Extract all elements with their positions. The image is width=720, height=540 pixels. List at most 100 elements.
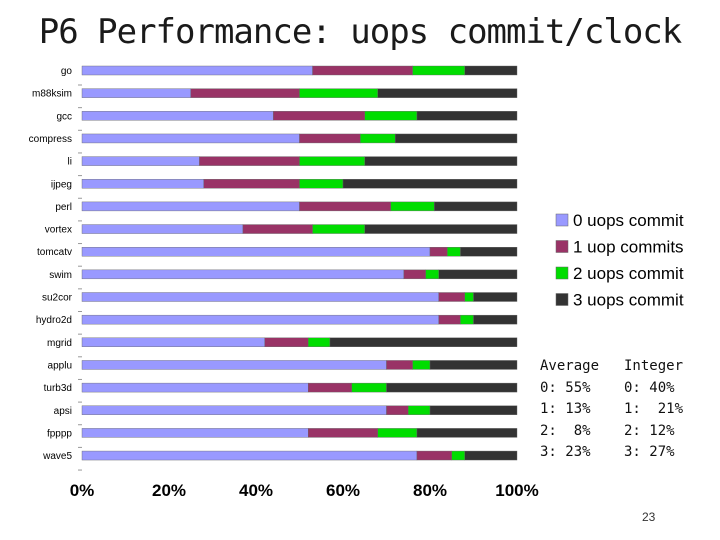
- slide-title: P6 Performance: uops commit/clock: [38, 12, 683, 52]
- bar-segment-apsi-s1: [386, 405, 409, 415]
- bar-segments: [81, 65, 518, 461]
- bar-segment-fpppp-s1: [308, 428, 379, 438]
- bar-segment-applu-s3: [429, 360, 518, 370]
- x-tick-label: 100%: [495, 481, 538, 500]
- bar-segment-gcc-s1: [273, 111, 365, 121]
- bar-segment-apsi-s2: [408, 405, 431, 415]
- integer-line-2: 2: 12%: [624, 422, 675, 439]
- legend-swatch-0: [555, 213, 569, 227]
- bar-segment-hydro2d-s0: [81, 314, 439, 325]
- category-labels: go m88ksim gcc compress li ijpeg perl vortex tom…: [29, 66, 82, 471]
- x-tick-label: 0%: [70, 481, 95, 500]
- bar-segment-turb3d-s2: [351, 382, 387, 393]
- bar-segment-li-s0: [81, 156, 200, 166]
- bar-segment-go-s2: [412, 65, 466, 76]
- bar-segment-mgrid-s0: [81, 337, 265, 347]
- bar-segment-compress-s3: [395, 133, 518, 144]
- bar-segment-m88ksim-s0: [81, 88, 191, 98]
- category-label: apsi: [54, 406, 72, 417]
- bar-segment-vortex-s2: [312, 224, 365, 234]
- bar-segment-fpppp-s2: [377, 428, 418, 438]
- bar-segment-hydro2d-s1: [438, 314, 461, 325]
- integer-stats: Integer 0: 40% 1: 21% 2: 12% 3: 27%: [624, 356, 683, 464]
- average-line-3: 3: 23%: [540, 444, 591, 460]
- bar-segment-tomcatv-s0: [81, 246, 431, 257]
- x-axis-ticks: 0% 20% 40% 60% 80% 100%: [70, 481, 539, 500]
- bar-segment-turb3d-s3: [386, 382, 518, 393]
- bar-segment-applu-s0: [81, 360, 387, 370]
- category-label: wave5: [42, 451, 72, 462]
- integer-line-1: 1: 21%: [624, 401, 684, 417]
- bar-segment-li-s2: [299, 156, 365, 166]
- bar-segment-gcc-s2: [364, 111, 418, 121]
- x-tick-label: 80%: [413, 481, 447, 500]
- integer-line-3: 3: 27%: [624, 444, 675, 460]
- integer-header: Integer: [624, 358, 684, 374]
- bar-segment-su2cor-s0: [81, 292, 439, 302]
- bar-segment-compress-s1: [299, 133, 361, 144]
- bar-segment-m88ksim-s1: [190, 88, 300, 98]
- category-label: tomcatv: [37, 247, 72, 258]
- page-number: 23: [642, 510, 656, 524]
- bar-segment-go-s0: [81, 65, 313, 76]
- bar-segment-fpppp-s3: [416, 428, 518, 438]
- bar-segment-mgrid-s3: [329, 337, 518, 347]
- category-label: su2cor: [42, 293, 73, 304]
- legend-swatch-2: [555, 266, 569, 280]
- average-line-2: 2: 8%: [540, 422, 591, 439]
- category-label: gcc: [56, 111, 72, 122]
- legend-swatch-1: [555, 240, 569, 253]
- average-stats: Average 0: 55% 1: 13% 2: 8% 3: 23%: [540, 356, 599, 464]
- category-label: go: [61, 66, 73, 77]
- bar-segment-hydro2d-s2: [460, 314, 474, 325]
- category-label: compress: [29, 134, 72, 145]
- bar-segment-go-s3: [464, 65, 518, 76]
- bar-segment-apsi-s3: [429, 405, 518, 415]
- bar-segment-wave5-s2: [451, 450, 466, 461]
- bar-segment-compress-s2: [360, 133, 396, 144]
- bar-segment-turb3d-s1: [308, 382, 352, 393]
- bar-segment-gcc-s0: [81, 111, 274, 121]
- bar-segment-applu-s1: [386, 360, 413, 370]
- legend-label-1: 1 uop commits: [573, 238, 684, 257]
- legend-label-2: 2 uops commit: [573, 264, 684, 283]
- bar-segment-tomcatv-s2: [447, 246, 461, 257]
- bar-segment-m88ksim-s3: [377, 88, 518, 98]
- category-label: fpppp: [47, 428, 72, 439]
- bar-segment-m88ksim-s2: [299, 88, 379, 98]
- bar-segment-perl-s0: [81, 201, 300, 212]
- bar-segment-gcc-s3: [416, 111, 518, 121]
- bar-segment-mgrid-s1: [264, 337, 309, 347]
- bar-segment-perl-s2: [390, 201, 435, 212]
- bar-segment-ijpeg-s0: [81, 179, 205, 189]
- category-label: hydro2d: [36, 315, 72, 326]
- bar-segment-turb3d-s0: [81, 382, 309, 393]
- bar-segment-compress-s0: [81, 133, 300, 144]
- category-label: applu: [48, 360, 72, 371]
- category-label: vortex: [45, 225, 72, 236]
- bar-segment-ijpeg-s3: [342, 179, 518, 189]
- bar-segment-ijpeg-s1: [203, 179, 300, 189]
- bar-segment-wave5-s3: [464, 450, 518, 461]
- bar-segment-su2cor-s3: [473, 292, 518, 302]
- bar-segment-su2cor-s2: [464, 292, 474, 302]
- average-header: Average: [540, 358, 600, 374]
- bar-segment-su2cor-s1: [438, 292, 466, 302]
- bar-segment-li-s3: [364, 156, 518, 166]
- bar-segment-go-s1: [312, 65, 413, 76]
- category-label: turb3d: [44, 383, 72, 394]
- bar-segment-perl-s1: [299, 201, 392, 212]
- bar-segment-perl-s3: [434, 201, 518, 212]
- bar-segment-tomcatv-s1: [429, 246, 448, 257]
- bar-segment-hydro2d-s3: [473, 314, 518, 325]
- category-label: swim: [49, 270, 72, 281]
- category-label: perl: [55, 202, 72, 213]
- bar-segment-swim-s3: [438, 269, 518, 280]
- bar-segment-wave5-s0: [81, 450, 418, 461]
- bar-segment-ijpeg-s2: [299, 179, 344, 189]
- integer-line-0: 0: 40%: [624, 379, 675, 396]
- bar-segment-apsi-s0: [81, 405, 387, 415]
- bar-segment-tomcatv-s3: [460, 246, 518, 257]
- average-line-1: 1: 13%: [540, 401, 591, 417]
- bar-segment-swim-s2: [425, 269, 439, 280]
